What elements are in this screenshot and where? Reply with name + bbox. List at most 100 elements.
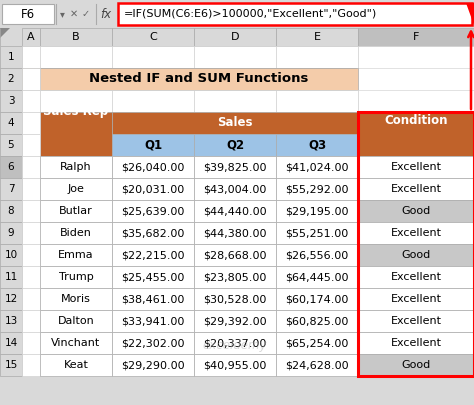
Text: 5: 5 — [8, 140, 14, 150]
Text: $25,639.00: $25,639.00 — [121, 206, 185, 216]
Bar — [276, 134, 358, 156]
Text: F: F — [413, 32, 419, 42]
Bar — [112, 156, 194, 178]
Bar — [40, 244, 112, 266]
Text: $60,825.00: $60,825.00 — [285, 316, 349, 326]
Bar — [358, 156, 474, 178]
Text: $24,628.00: $24,628.00 — [285, 360, 349, 370]
Bar — [358, 244, 474, 266]
Bar — [194, 134, 276, 156]
Text: Biden: Biden — [60, 228, 92, 238]
Text: Ralph: Ralph — [60, 162, 92, 172]
Bar — [276, 288, 358, 310]
Bar — [276, 178, 358, 200]
Text: C: C — [149, 32, 157, 42]
Bar — [194, 178, 276, 200]
Text: A: A — [27, 32, 35, 42]
Text: $64,445.00: $64,445.00 — [285, 272, 349, 282]
Bar — [22, 288, 40, 310]
Text: ▾: ▾ — [60, 9, 65, 19]
Text: $26,556.00: $26,556.00 — [285, 250, 348, 260]
Bar — [194, 332, 276, 354]
Bar — [40, 68, 358, 90]
Bar — [112, 222, 194, 244]
Text: F6: F6 — [21, 8, 35, 21]
Text: 10: 10 — [4, 250, 18, 260]
Text: Nested IF and SUM Functions: Nested IF and SUM Functions — [89, 72, 309, 85]
Polygon shape — [0, 28, 10, 38]
Text: 1: 1 — [8, 52, 14, 62]
Bar — [22, 46, 40, 68]
Text: 8: 8 — [8, 206, 14, 216]
Bar — [40, 28, 112, 46]
Text: 12: 12 — [4, 294, 18, 304]
Bar — [194, 244, 276, 266]
Text: 15: 15 — [4, 360, 18, 370]
Text: $39,825.00: $39,825.00 — [203, 162, 267, 172]
Bar — [40, 90, 112, 112]
Bar — [276, 200, 358, 222]
Bar — [22, 28, 40, 46]
Bar — [358, 310, 474, 332]
Text: 13: 13 — [4, 316, 18, 326]
Bar — [358, 178, 474, 200]
Bar — [0, 222, 22, 244]
Text: Excellent: Excellent — [391, 338, 441, 348]
Bar — [22, 90, 40, 112]
Bar — [0, 244, 22, 266]
Bar — [40, 112, 112, 156]
Text: 9: 9 — [8, 228, 14, 238]
Bar — [22, 68, 356, 90]
Bar — [358, 200, 474, 222]
Text: $44,380.00: $44,380.00 — [203, 228, 267, 238]
Bar — [0, 134, 22, 156]
Bar — [358, 90, 474, 112]
Text: $22,215.00: $22,215.00 — [121, 250, 185, 260]
Bar — [112, 134, 194, 156]
Text: =IF(SUM(C6:E6)>100000,"Excellent","Good"): =IF(SUM(C6:E6)>100000,"Excellent","Good"… — [124, 9, 377, 19]
Bar — [194, 310, 276, 332]
Text: fx: fx — [100, 8, 111, 21]
Bar — [358, 112, 474, 156]
Text: Sales
Condition: Sales Condition — [384, 98, 448, 126]
Bar — [22, 266, 40, 288]
Text: 7: 7 — [8, 184, 14, 194]
Text: $29,392.00: $29,392.00 — [203, 316, 267, 326]
Text: ✓: ✓ — [82, 9, 90, 19]
Bar — [0, 288, 22, 310]
Text: exceldemy: exceldemy — [203, 339, 267, 352]
Text: Emma: Emma — [58, 250, 94, 260]
Bar — [358, 112, 474, 376]
Text: Q1: Q1 — [144, 139, 162, 151]
Bar — [194, 28, 276, 46]
Text: Good: Good — [401, 360, 430, 370]
Bar — [112, 90, 194, 112]
Text: $43,004.00: $43,004.00 — [203, 184, 267, 194]
Text: Trump: Trump — [59, 272, 93, 282]
Bar — [22, 244, 40, 266]
Bar — [194, 90, 276, 112]
Bar — [112, 332, 194, 354]
Bar — [112, 46, 194, 68]
Bar — [0, 200, 22, 222]
Bar — [112, 244, 194, 266]
Text: Excellent: Excellent — [391, 272, 441, 282]
Bar — [40, 156, 112, 178]
Bar — [40, 46, 112, 68]
Bar — [276, 28, 358, 46]
Text: 3: 3 — [8, 96, 14, 106]
Text: $22,302.00: $22,302.00 — [121, 338, 185, 348]
Bar — [22, 178, 40, 200]
Text: Moris: Moris — [61, 294, 91, 304]
Text: Excellent: Excellent — [391, 162, 441, 172]
Bar — [112, 178, 194, 200]
Text: $35,682.00: $35,682.00 — [121, 228, 185, 238]
Text: $60,174.00: $60,174.00 — [285, 294, 349, 304]
Bar — [358, 354, 474, 376]
Bar — [40, 310, 112, 332]
Bar — [22, 354, 40, 376]
Bar — [0, 28, 474, 46]
Text: Keat: Keat — [64, 360, 89, 370]
Bar — [22, 310, 40, 332]
Bar — [112, 310, 194, 332]
